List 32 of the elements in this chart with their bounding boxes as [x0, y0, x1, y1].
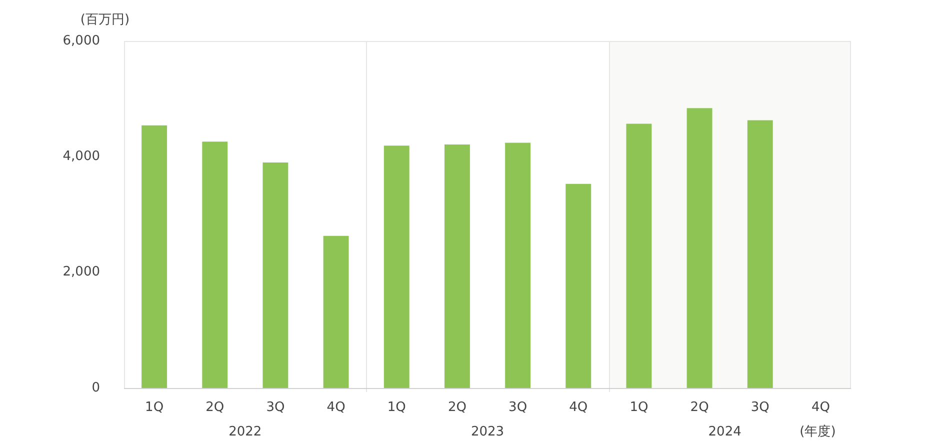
x-tick-label: 4Q: [569, 400, 588, 416]
y-tick-label: 6,000: [62, 33, 100, 48]
x-tick-label: 1Q: [630, 400, 648, 416]
x-tick-label: 3Q: [508, 400, 528, 416]
x-tick-label: 3Q: [750, 400, 770, 416]
bar: [384, 146, 410, 388]
text: 2022: [228, 424, 262, 440]
y-tick-label: 2,000: [62, 264, 100, 280]
x-axis-title: (年度): [800, 423, 836, 440]
y-tick-label: 0: [92, 380, 100, 396]
x-tick-label: 3Q: [266, 400, 285, 416]
x-tick-label: 2Q: [206, 400, 224, 416]
bar: [262, 162, 288, 388]
bar: [444, 144, 470, 388]
bar: [142, 125, 168, 388]
bar: [323, 236, 349, 388]
x-tick-label: 2Q: [448, 400, 466, 416]
text: 2024: [708, 424, 742, 440]
y-axis-title: (百万円): [80, 12, 130, 28]
x-tick-label: 1Q: [145, 400, 164, 416]
bar: [505, 142, 531, 388]
x-tick-label: 4Q: [811, 400, 830, 416]
bar: [566, 184, 592, 388]
x-tick-label: 2Q: [690, 400, 709, 416]
bar: [626, 124, 652, 388]
bar: [747, 120, 773, 388]
y-tick-label: 4,000: [62, 149, 100, 164]
bar: [686, 108, 712, 388]
text: 2023: [470, 424, 504, 440]
bar: [202, 142, 228, 388]
x-tick-label: 1Q: [387, 400, 406, 416]
x-tick-label: 4Q: [326, 400, 346, 416]
